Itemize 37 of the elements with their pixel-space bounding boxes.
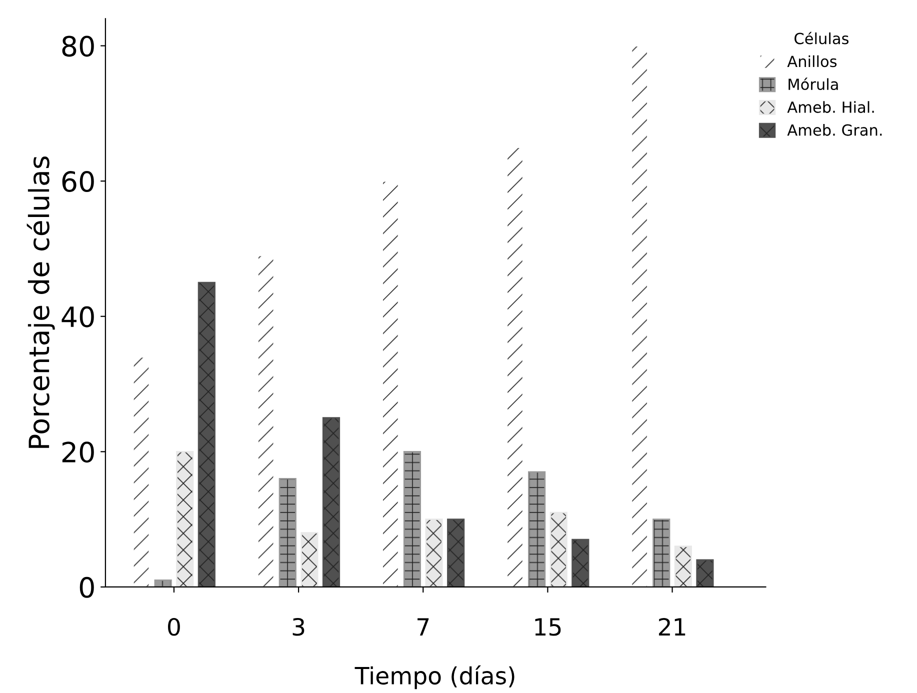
- bar: [176, 450, 194, 587]
- x-tick-label: 3: [292, 618, 304, 636]
- x-tick-label: 7: [418, 618, 429, 636]
- bar: [506, 146, 524, 587]
- bar: [528, 471, 546, 587]
- bar: [322, 417, 340, 587]
- legend-title: Células: [794, 32, 849, 44]
- bar: [696, 559, 714, 587]
- y-tick-label: 0: [80, 576, 94, 598]
- bar: [403, 450, 422, 587]
- y-tick-label: 40: [62, 306, 94, 328]
- bar: [257, 254, 275, 587]
- y-tick-label: 20: [62, 442, 94, 463]
- x-tick-label: 15: [535, 618, 561, 636]
- bar: [198, 282, 216, 587]
- y-tick-label: 80: [62, 36, 94, 57]
- bar: [382, 180, 400, 587]
- x-axis-title: Tiempo (días): [354, 665, 514, 690]
- bar: [154, 580, 172, 587]
- bar: [300, 532, 318, 587]
- bar: [630, 45, 648, 587]
- x-tick-label: 0: [168, 618, 180, 636]
- legend-label: Anillos: [787, 55, 837, 68]
- y-tick-label: 60: [62, 171, 94, 192]
- x-tick-label: 21: [658, 618, 686, 636]
- bar: [550, 512, 568, 587]
- bar: [652, 518, 670, 587]
- legend-label: Ameb. Gran.: [787, 124, 882, 136]
- legend-label: Mórula: [788, 78, 838, 90]
- y-axis-title: Porcentaje de células: [26, 156, 55, 448]
- bar: [447, 518, 465, 587]
- bar: [278, 478, 296, 587]
- bar: [674, 546, 692, 587]
- bar: [572, 538, 590, 587]
- legend-label: Ameb. Hial.: [787, 101, 874, 113]
- bar: [132, 356, 150, 587]
- bar: [425, 518, 443, 587]
